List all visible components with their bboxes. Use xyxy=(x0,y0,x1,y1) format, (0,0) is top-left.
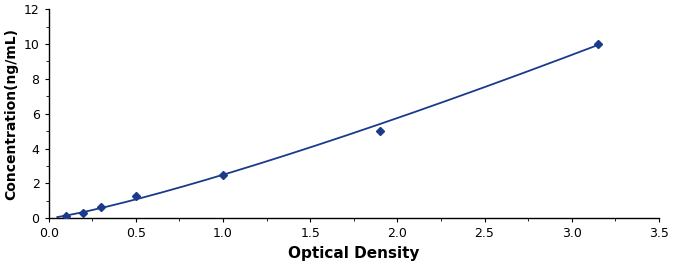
Y-axis label: Concentration(ng/mL): Concentration(ng/mL) xyxy=(4,28,18,200)
X-axis label: Optical Density: Optical Density xyxy=(288,246,419,261)
